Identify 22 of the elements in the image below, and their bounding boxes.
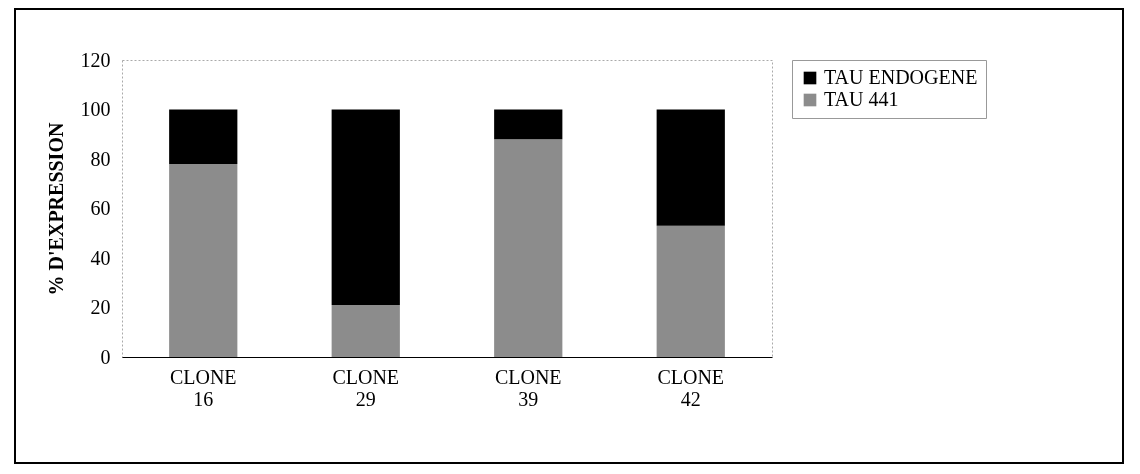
y-axis-title: % D'EXPRESSION [44,122,67,296]
y-tick-label: 0 [100,345,111,368]
bar [331,109,400,306]
bar [494,139,563,357]
y-tick-label: 80 [90,147,111,170]
bar [169,163,238,357]
bar [656,225,725,357]
x-tick-label: CLONE 29 [332,365,400,410]
y-tick-label: 20 [90,296,111,318]
legend-label: TAU ENDOGENE [824,66,978,88]
bar [169,109,238,164]
x-tick-label: CLONE 16 [169,365,237,410]
legend-label: TAU 441 [824,88,899,110]
bar [494,109,563,140]
x-tick-label: CLONE 39 [494,365,562,410]
bar [656,109,725,226]
y-tick-label: 100 [80,98,111,120]
y-tick-label: 120 [80,48,111,71]
y-tick-label: 40 [90,246,111,269]
bar [331,305,400,357]
x-tick-label: CLONE 42 [657,365,725,410]
y-tick-label: 60 [90,197,111,219]
